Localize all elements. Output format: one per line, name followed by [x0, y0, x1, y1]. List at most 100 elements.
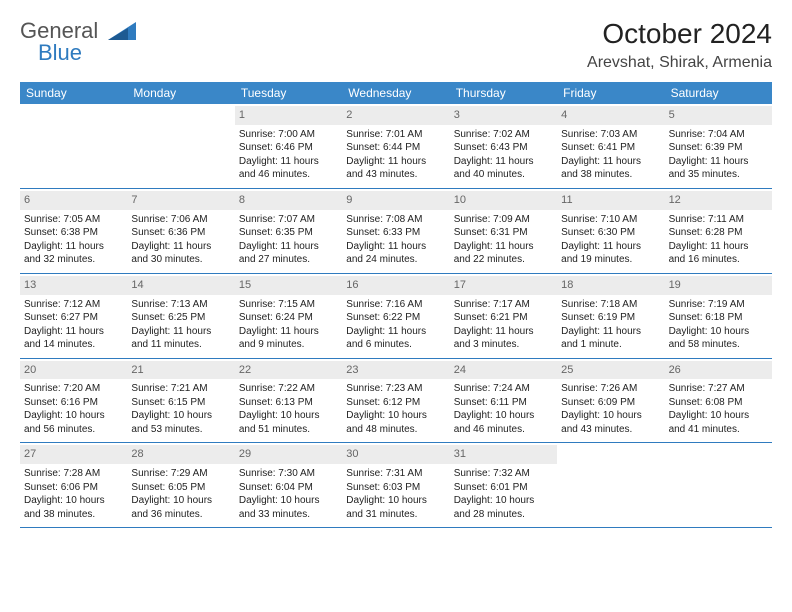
- sunrise-text: Sunrise: 7:11 AM: [669, 213, 768, 227]
- daylight-text: Daylight: 11 hours: [24, 240, 123, 254]
- sunset-text: Sunset: 6:21 PM: [454, 311, 553, 325]
- daylight-text: and 30 minutes.: [131, 253, 230, 267]
- day-number: 22: [235, 361, 342, 380]
- day-number: 28: [127, 445, 234, 464]
- week-row: 1Sunrise: 7:00 AMSunset: 6:46 PMDaylight…: [20, 104, 772, 189]
- sunrise-text: Sunrise: 7:08 AM: [346, 213, 445, 227]
- daylight-text: and 3 minutes.: [454, 338, 553, 352]
- logo-text-blue: Blue: [38, 40, 82, 66]
- sunrise-text: Sunrise: 7:22 AM: [239, 382, 338, 396]
- daylight-text: and 38 minutes.: [24, 508, 123, 522]
- daylight-text: Daylight: 11 hours: [239, 240, 338, 254]
- daylight-text: and 51 minutes.: [239, 423, 338, 437]
- daylight-text: Daylight: 11 hours: [669, 155, 768, 169]
- sunset-text: Sunset: 6:30 PM: [561, 226, 660, 240]
- sunset-text: Sunset: 6:16 PM: [24, 396, 123, 410]
- daylight-text: and 46 minutes.: [239, 168, 338, 182]
- daylight-text: and 53 minutes.: [131, 423, 230, 437]
- day-cell: 28Sunrise: 7:29 AMSunset: 6:05 PMDayligh…: [127, 443, 234, 527]
- sunset-text: Sunset: 6:13 PM: [239, 396, 338, 410]
- dayname-saturday: Saturday: [665, 82, 772, 104]
- daylight-text: Daylight: 10 hours: [669, 325, 768, 339]
- sunrise-text: Sunrise: 7:06 AM: [131, 213, 230, 227]
- daylight-text: Daylight: 10 hours: [239, 494, 338, 508]
- sunset-text: Sunset: 6:33 PM: [346, 226, 445, 240]
- sunrise-text: Sunrise: 7:00 AM: [239, 128, 338, 142]
- sunset-text: Sunset: 6:25 PM: [131, 311, 230, 325]
- sunrise-text: Sunrise: 7:26 AM: [561, 382, 660, 396]
- sunrise-text: Sunrise: 7:18 AM: [561, 298, 660, 312]
- sunrise-text: Sunrise: 7:21 AM: [131, 382, 230, 396]
- day-cell: 27Sunrise: 7:28 AMSunset: 6:06 PMDayligh…: [20, 443, 127, 527]
- daylight-text: Daylight: 10 hours: [131, 494, 230, 508]
- dayname-thursday: Thursday: [450, 82, 557, 104]
- day-number: 18: [557, 276, 664, 295]
- empty-cell: [127, 104, 234, 188]
- day-cell: 21Sunrise: 7:21 AMSunset: 6:15 PMDayligh…: [127, 359, 234, 443]
- daylight-text: and 11 minutes.: [131, 338, 230, 352]
- day-number: 14: [127, 276, 234, 295]
- sunset-text: Sunset: 6:27 PM: [24, 311, 123, 325]
- dayname-friday: Friday: [557, 82, 664, 104]
- daylight-text: and 48 minutes.: [346, 423, 445, 437]
- sunset-text: Sunset: 6:19 PM: [561, 311, 660, 325]
- day-number: 5: [665, 106, 772, 125]
- day-number: 19: [665, 276, 772, 295]
- day-cell: 3Sunrise: 7:02 AMSunset: 6:43 PMDaylight…: [450, 104, 557, 188]
- daylight-text: and 43 minutes.: [346, 168, 445, 182]
- sunset-text: Sunset: 6:08 PM: [669, 396, 768, 410]
- daylight-text: and 35 minutes.: [669, 168, 768, 182]
- weeks-container: 1Sunrise: 7:00 AMSunset: 6:46 PMDaylight…: [20, 104, 772, 528]
- sunset-text: Sunset: 6:05 PM: [131, 481, 230, 495]
- daylight-text: Daylight: 11 hours: [346, 240, 445, 254]
- week-row: 13Sunrise: 7:12 AMSunset: 6:27 PMDayligh…: [20, 274, 772, 359]
- daylight-text: and 31 minutes.: [346, 508, 445, 522]
- daylight-text: Daylight: 11 hours: [24, 325, 123, 339]
- daylight-text: and 16 minutes.: [669, 253, 768, 267]
- day-cell: 23Sunrise: 7:23 AMSunset: 6:12 PMDayligh…: [342, 359, 449, 443]
- daylight-text: and 32 minutes.: [24, 253, 123, 267]
- day-cell: 26Sunrise: 7:27 AMSunset: 6:08 PMDayligh…: [665, 359, 772, 443]
- day-number: 31: [450, 445, 557, 464]
- sunset-text: Sunset: 6:28 PM: [669, 226, 768, 240]
- empty-cell: [557, 443, 664, 527]
- sunset-text: Sunset: 6:06 PM: [24, 481, 123, 495]
- sunset-text: Sunset: 6:44 PM: [346, 141, 445, 155]
- day-cell: 4Sunrise: 7:03 AMSunset: 6:41 PMDaylight…: [557, 104, 664, 188]
- day-number: 8: [235, 191, 342, 210]
- sunset-text: Sunset: 6:39 PM: [669, 141, 768, 155]
- week-row: 20Sunrise: 7:20 AMSunset: 6:16 PMDayligh…: [20, 359, 772, 444]
- daylight-text: Daylight: 10 hours: [454, 409, 553, 423]
- daylight-text: Daylight: 10 hours: [24, 494, 123, 508]
- sunset-text: Sunset: 6:36 PM: [131, 226, 230, 240]
- day-cell: 16Sunrise: 7:16 AMSunset: 6:22 PMDayligh…: [342, 274, 449, 358]
- daylight-text: Daylight: 11 hours: [131, 240, 230, 254]
- sunrise-text: Sunrise: 7:30 AM: [239, 467, 338, 481]
- day-cell: 9Sunrise: 7:08 AMSunset: 6:33 PMDaylight…: [342, 189, 449, 273]
- day-number: 15: [235, 276, 342, 295]
- day-number: 25: [557, 361, 664, 380]
- daylight-text: Daylight: 11 hours: [454, 325, 553, 339]
- dayname-wednesday: Wednesday: [342, 82, 449, 104]
- daylight-text: Daylight: 11 hours: [561, 155, 660, 169]
- daylight-text: Daylight: 10 hours: [24, 409, 123, 423]
- daylight-text: Daylight: 11 hours: [454, 240, 553, 254]
- daylight-text: and 27 minutes.: [239, 253, 338, 267]
- sunrise-text: Sunrise: 7:20 AM: [24, 382, 123, 396]
- day-number: 3: [450, 106, 557, 125]
- daylight-text: and 24 minutes.: [346, 253, 445, 267]
- sunset-text: Sunset: 6:22 PM: [346, 311, 445, 325]
- sunset-text: Sunset: 6:04 PM: [239, 481, 338, 495]
- daylight-text: and 38 minutes.: [561, 168, 660, 182]
- sunrise-text: Sunrise: 7:09 AM: [454, 213, 553, 227]
- location: Arevshat, Shirak, Armenia: [587, 54, 772, 72]
- sunrise-text: Sunrise: 7:28 AM: [24, 467, 123, 481]
- dayname-tuesday: Tuesday: [235, 82, 342, 104]
- day-cell: 30Sunrise: 7:31 AMSunset: 6:03 PMDayligh…: [342, 443, 449, 527]
- calendar: Sunday Monday Tuesday Wednesday Thursday…: [20, 82, 772, 528]
- sunset-text: Sunset: 6:03 PM: [346, 481, 445, 495]
- day-number: 29: [235, 445, 342, 464]
- sunrise-text: Sunrise: 7:02 AM: [454, 128, 553, 142]
- dayname-monday: Monday: [127, 82, 234, 104]
- day-number: 24: [450, 361, 557, 380]
